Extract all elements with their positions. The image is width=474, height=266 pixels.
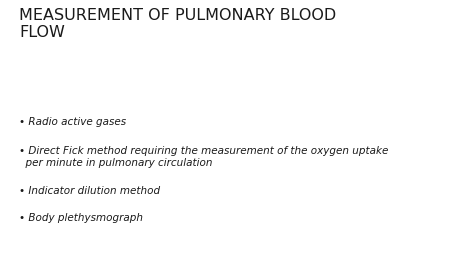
Text: MEASUREMENT OF PULMONARY BLOOD
FLOW: MEASUREMENT OF PULMONARY BLOOD FLOW (19, 8, 336, 40)
Text: • Direct Fick method requiring the measurement of the oxygen uptake
  per minute: • Direct Fick method requiring the measu… (19, 146, 388, 168)
Text: • Body plethysmograph: • Body plethysmograph (19, 213, 143, 223)
Text: • Radio active gases: • Radio active gases (19, 117, 126, 127)
Text: • Indicator dilution method: • Indicator dilution method (19, 186, 160, 196)
